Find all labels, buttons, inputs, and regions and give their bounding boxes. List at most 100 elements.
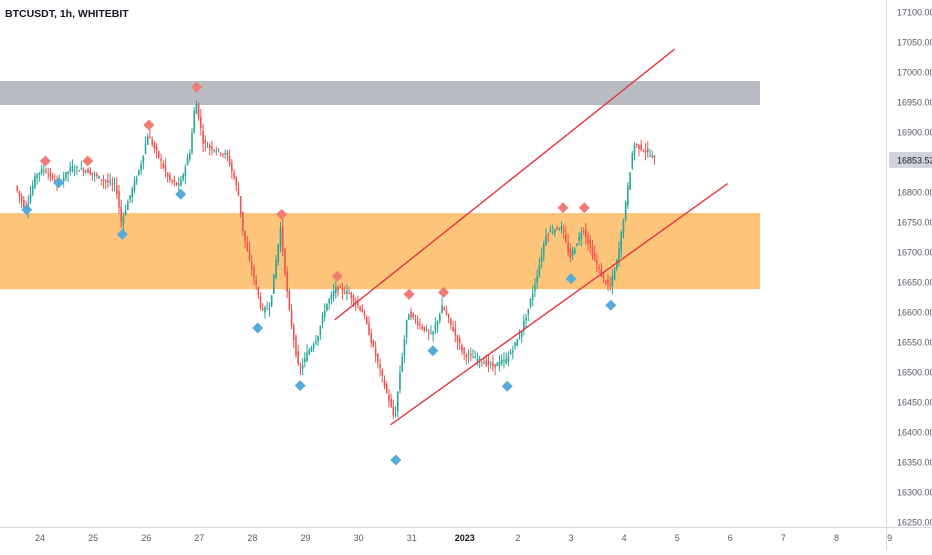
candle <box>118 184 120 215</box>
candle <box>91 172 94 181</box>
candle <box>551 224 554 235</box>
x-tick-label: 27 <box>194 533 204 543</box>
candle <box>339 284 342 288</box>
candle <box>560 221 563 234</box>
y-tick-label: 16950.00 <box>897 98 932 108</box>
candle <box>273 274 275 295</box>
symbol-title: BTCUSDT, 1h, WHITEBIT <box>5 8 129 20</box>
candle <box>80 160 83 171</box>
candle <box>261 303 264 312</box>
swing-low-marker <box>565 273 577 285</box>
candle <box>523 314 525 336</box>
channel-lower[interactable] <box>390 183 729 426</box>
candle <box>193 106 196 134</box>
candle <box>401 352 403 373</box>
y-tick-label: 16700.00 <box>897 248 932 258</box>
candle <box>494 364 496 376</box>
candle <box>562 224 565 240</box>
candle <box>208 142 211 156</box>
candle <box>476 352 479 367</box>
candle <box>365 315 368 325</box>
candle <box>512 345 514 360</box>
candle <box>301 358 304 376</box>
candle <box>306 344 308 363</box>
candle <box>253 264 255 286</box>
candle <box>186 153 189 166</box>
candle <box>67 170 69 183</box>
y-tick-label: 16300.00 <box>897 488 932 498</box>
candle <box>237 181 240 197</box>
candle <box>248 241 251 262</box>
candle <box>618 241 620 267</box>
candle <box>38 172 41 182</box>
candle <box>51 172 54 182</box>
candle <box>259 292 262 310</box>
candle <box>343 286 346 295</box>
candle <box>534 278 536 297</box>
candle <box>410 307 412 321</box>
candle <box>71 159 74 173</box>
candle <box>40 165 43 176</box>
swing-high-marker <box>39 155 51 167</box>
candle <box>370 328 373 348</box>
candle <box>569 243 572 263</box>
candle <box>144 136 147 155</box>
orange-zone[interactable] <box>0 213 760 290</box>
candle <box>377 353 379 369</box>
candle <box>500 353 503 366</box>
swing-high-marker <box>438 286 450 298</box>
y-tick-label: 16350.00 <box>897 458 932 468</box>
x-tick-label: 31 <box>407 533 417 543</box>
swing-low-marker <box>390 454 402 466</box>
candle <box>69 161 72 176</box>
candle <box>405 319 408 345</box>
candle <box>611 269 614 295</box>
candle <box>257 286 260 300</box>
y-tick-label: 17000.00 <box>897 68 932 78</box>
candle <box>547 232 550 243</box>
candle <box>184 164 187 185</box>
candle <box>642 149 645 153</box>
candle <box>277 243 280 266</box>
candle <box>191 128 193 155</box>
y-tick-label: 16750.00 <box>897 218 932 228</box>
x-tick-label: 26 <box>141 533 151 543</box>
candle <box>129 195 131 204</box>
candle <box>498 355 501 372</box>
channel-upper[interactable] <box>334 48 675 321</box>
gray-zone[interactable] <box>0 81 760 105</box>
candle <box>217 148 220 153</box>
candle <box>646 141 649 158</box>
x-tick-label: 24 <box>35 533 45 543</box>
candle <box>73 164 76 177</box>
x-tick-label: 5 <box>675 533 680 543</box>
x-tick-label: 3 <box>568 533 573 543</box>
candle <box>328 297 330 310</box>
candle <box>638 144 640 157</box>
candle <box>576 242 578 247</box>
candle <box>124 204 127 216</box>
x-tick-label: 7 <box>781 533 786 543</box>
swing-low-marker <box>116 228 128 240</box>
candle <box>200 108 202 136</box>
candle <box>436 320 439 334</box>
candle <box>383 375 386 390</box>
candle <box>149 129 151 139</box>
candle <box>496 361 499 367</box>
candle <box>175 181 178 186</box>
candle <box>315 335 317 346</box>
candle <box>447 313 450 324</box>
candle <box>567 234 569 257</box>
candle <box>348 287 350 295</box>
candle <box>131 186 134 204</box>
candle <box>443 305 446 312</box>
candle <box>180 176 182 187</box>
candle <box>284 247 286 277</box>
candle <box>113 177 116 192</box>
candle <box>487 354 490 373</box>
candle <box>416 315 419 330</box>
candle <box>525 313 527 328</box>
last-price-badge: 16853.53 <box>889 151 932 168</box>
